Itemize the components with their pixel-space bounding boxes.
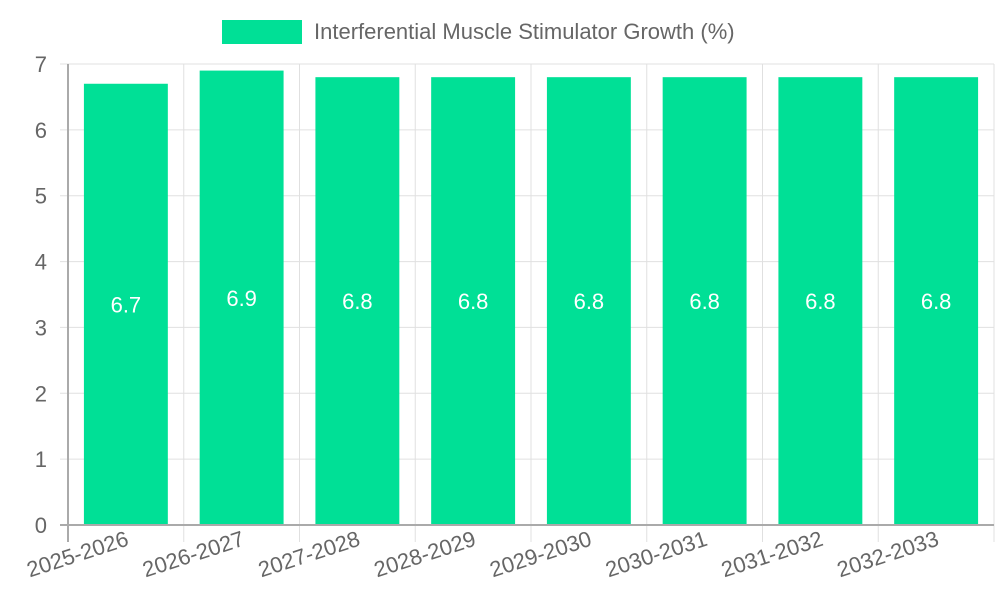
data-labels: 6.7 6.9 6.8 6.8 6.8 6.8 6.8 6.8 bbox=[111, 286, 952, 318]
y-tick-label: 2 bbox=[35, 381, 47, 406]
axes bbox=[60, 64, 994, 542]
y-axis-labels: 0 1 2 3 4 5 6 7 bbox=[35, 52, 47, 538]
data-label: 6.8 bbox=[342, 289, 373, 314]
bar[interactable] bbox=[778, 77, 863, 526]
x-tick-label: 2027-2028 bbox=[255, 526, 363, 582]
x-tick-label: 2031-2032 bbox=[718, 526, 826, 582]
bars bbox=[83, 70, 979, 526]
y-tick-label: 5 bbox=[35, 184, 47, 209]
chart-legend: Interferential Muscle Stimulator Growth … bbox=[222, 18, 735, 46]
y-tick-label: 1 bbox=[35, 447, 47, 472]
data-label: 6.8 bbox=[921, 289, 952, 314]
y-tick-label: 3 bbox=[35, 315, 47, 340]
bar[interactable] bbox=[662, 77, 747, 526]
bar[interactable] bbox=[546, 77, 631, 526]
data-label: 6.9 bbox=[226, 286, 257, 311]
x-axis-labels: 2025-2026 2026-2027 2027-2028 2028-2029 2029… bbox=[24, 526, 942, 582]
x-tick-label: 2026-2027 bbox=[139, 526, 247, 582]
bar[interactable] bbox=[199, 70, 284, 525]
bar[interactable] bbox=[431, 77, 516, 526]
x-tick-label: 2028-2029 bbox=[371, 526, 479, 582]
y-tick-label: 6 bbox=[35, 118, 47, 143]
x-tick-label: 2032-2033 bbox=[834, 526, 942, 582]
data-label: 6.7 bbox=[111, 292, 142, 317]
y-tick-label: 7 bbox=[35, 52, 47, 77]
x-tick-label: 2030-2031 bbox=[602, 526, 710, 582]
bar[interactable] bbox=[315, 77, 400, 526]
bar[interactable] bbox=[894, 77, 979, 526]
legend-swatch[interactable] bbox=[222, 20, 302, 44]
data-label: 6.8 bbox=[458, 289, 489, 314]
data-label: 6.8 bbox=[689, 289, 720, 314]
legend-label[interactable]: Interferential Muscle Stimulator Growth … bbox=[314, 19, 735, 44]
y-tick-label: 4 bbox=[35, 250, 47, 275]
y-tick-label: 0 bbox=[35, 513, 47, 538]
bar[interactable] bbox=[83, 83, 168, 525]
data-label: 6.8 bbox=[574, 289, 605, 314]
x-tick-label: 2029-2030 bbox=[487, 526, 595, 582]
data-label: 6.8 bbox=[805, 289, 836, 314]
